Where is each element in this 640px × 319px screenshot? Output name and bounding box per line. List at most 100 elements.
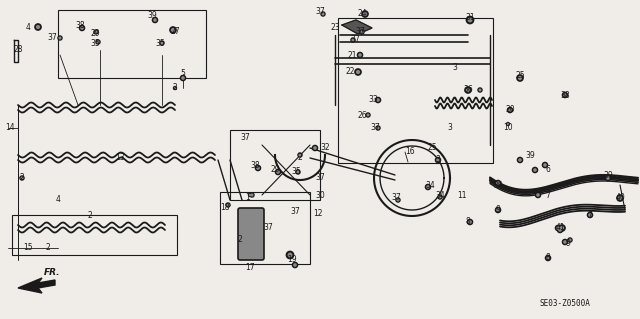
Circle shape bbox=[363, 12, 367, 16]
Circle shape bbox=[518, 76, 522, 80]
Circle shape bbox=[367, 114, 369, 116]
Bar bbox=[58, 10, 206, 78]
Circle shape bbox=[173, 86, 177, 90]
Text: 24: 24 bbox=[357, 10, 367, 19]
Circle shape bbox=[558, 224, 566, 232]
Circle shape bbox=[546, 256, 550, 260]
Text: 3: 3 bbox=[447, 123, 452, 132]
Polygon shape bbox=[18, 278, 55, 293]
Circle shape bbox=[467, 219, 474, 225]
Circle shape bbox=[250, 194, 253, 197]
Circle shape bbox=[153, 18, 157, 22]
Circle shape bbox=[557, 227, 563, 233]
Circle shape bbox=[354, 68, 362, 76]
Circle shape bbox=[356, 52, 364, 58]
Text: 37: 37 bbox=[370, 123, 380, 132]
Circle shape bbox=[563, 93, 567, 97]
Circle shape bbox=[171, 28, 175, 32]
Text: 9: 9 bbox=[566, 239, 570, 248]
Circle shape bbox=[508, 108, 512, 112]
Text: 11: 11 bbox=[457, 190, 467, 199]
Text: 8: 8 bbox=[466, 218, 470, 226]
Circle shape bbox=[249, 194, 251, 196]
Text: 5: 5 bbox=[180, 70, 186, 78]
Circle shape bbox=[479, 88, 481, 92]
Circle shape bbox=[79, 25, 85, 31]
Circle shape bbox=[518, 158, 522, 162]
Circle shape bbox=[438, 196, 442, 198]
Circle shape bbox=[477, 87, 483, 93]
Circle shape bbox=[466, 88, 470, 92]
Circle shape bbox=[562, 239, 568, 245]
Text: 37: 37 bbox=[350, 35, 360, 44]
Circle shape bbox=[358, 53, 362, 57]
Text: 2: 2 bbox=[88, 211, 92, 219]
Text: 37: 37 bbox=[355, 27, 365, 36]
Text: 40: 40 bbox=[615, 194, 625, 203]
Text: 10: 10 bbox=[503, 123, 513, 132]
Text: 7: 7 bbox=[545, 190, 550, 199]
Circle shape bbox=[152, 17, 158, 23]
Circle shape bbox=[295, 169, 301, 175]
Circle shape bbox=[435, 157, 442, 163]
Text: 4: 4 bbox=[26, 24, 31, 33]
Circle shape bbox=[495, 180, 501, 186]
Circle shape bbox=[507, 123, 509, 125]
Text: 26: 26 bbox=[357, 110, 367, 120]
Text: 29: 29 bbox=[270, 166, 280, 174]
Text: 16: 16 bbox=[405, 147, 415, 157]
Circle shape bbox=[555, 225, 561, 231]
Circle shape bbox=[256, 166, 260, 170]
Circle shape bbox=[375, 125, 381, 131]
Circle shape bbox=[374, 97, 381, 103]
Text: 20: 20 bbox=[505, 106, 515, 115]
Circle shape bbox=[397, 198, 399, 202]
Text: 12: 12 bbox=[313, 209, 323, 218]
Circle shape bbox=[606, 176, 610, 180]
Text: 39: 39 bbox=[525, 151, 535, 160]
Circle shape bbox=[292, 262, 298, 268]
Circle shape bbox=[312, 145, 318, 151]
Text: 21: 21 bbox=[348, 50, 356, 60]
Circle shape bbox=[293, 263, 297, 267]
Circle shape bbox=[298, 153, 301, 157]
Text: 38: 38 bbox=[75, 20, 85, 29]
Text: 27: 27 bbox=[170, 27, 180, 36]
Circle shape bbox=[276, 170, 280, 174]
Text: 38: 38 bbox=[560, 91, 570, 100]
Text: 22: 22 bbox=[345, 68, 355, 77]
Circle shape bbox=[169, 26, 177, 34]
Circle shape bbox=[359, 29, 365, 35]
Circle shape bbox=[563, 240, 567, 244]
Text: 2: 2 bbox=[20, 174, 24, 182]
Circle shape bbox=[297, 152, 303, 158]
Text: 2: 2 bbox=[237, 235, 243, 244]
Circle shape bbox=[58, 36, 61, 40]
Text: FR.: FR. bbox=[44, 268, 61, 277]
Circle shape bbox=[255, 165, 261, 171]
Circle shape bbox=[248, 193, 252, 197]
Circle shape bbox=[588, 213, 592, 217]
Bar bbox=[220, 192, 310, 264]
Circle shape bbox=[376, 98, 380, 102]
Bar bbox=[230, 130, 320, 200]
Circle shape bbox=[506, 122, 510, 126]
Circle shape bbox=[396, 197, 401, 203]
Circle shape bbox=[249, 192, 255, 198]
Text: 38: 38 bbox=[250, 160, 260, 169]
Text: 37: 37 bbox=[315, 174, 325, 182]
Circle shape bbox=[534, 192, 541, 198]
Circle shape bbox=[556, 226, 560, 230]
Text: 33: 33 bbox=[368, 95, 378, 105]
Circle shape bbox=[320, 11, 326, 17]
Circle shape bbox=[360, 31, 364, 33]
Text: 6: 6 bbox=[545, 166, 550, 174]
Circle shape bbox=[545, 255, 551, 261]
Text: 37: 37 bbox=[391, 194, 401, 203]
Circle shape bbox=[496, 208, 500, 212]
Circle shape bbox=[227, 204, 230, 206]
Circle shape bbox=[464, 86, 472, 94]
Circle shape bbox=[180, 75, 186, 81]
Bar bbox=[12, 215, 177, 255]
Circle shape bbox=[95, 39, 100, 45]
